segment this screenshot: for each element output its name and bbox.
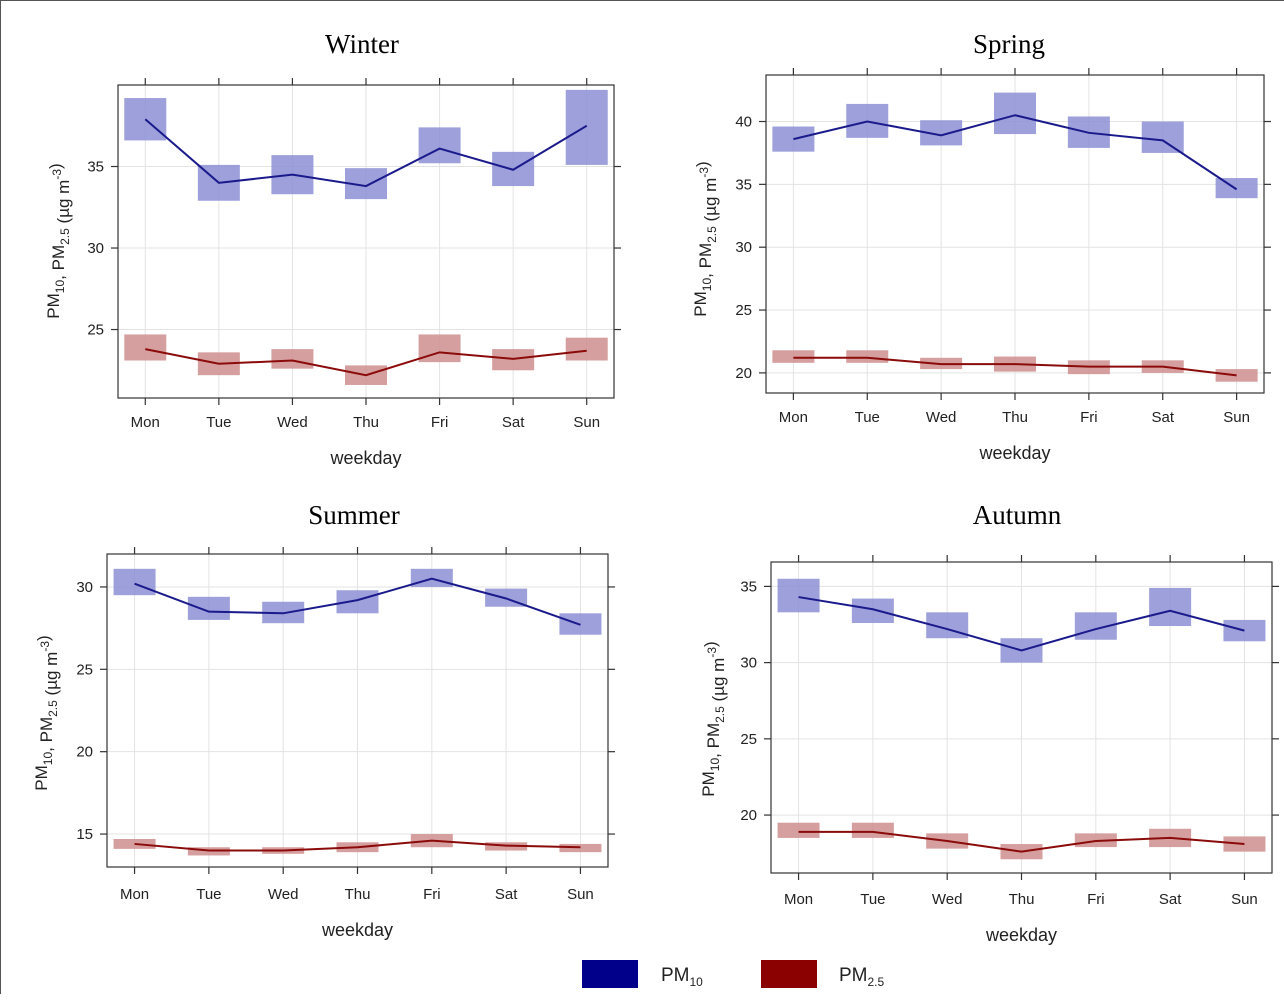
x-tick-label: Sat (495, 886, 518, 903)
y-tick-label: 35 (735, 176, 752, 193)
panel-summer: Mon Tue Wed Thu Fri Sat Sun 15 20 25 30 Summer weekd… (32, 500, 615, 940)
y-tick-label: 30 (76, 579, 93, 596)
pm10-ci-band (1141, 121, 1184, 153)
pm25-ci-band (124, 334, 167, 361)
x-tick-label: Sun (1223, 409, 1250, 426)
x-axis-label: weekday (978, 443, 1050, 463)
legend-swatch-pm25 (761, 960, 817, 988)
x-tick-label: Sun (1231, 891, 1258, 908)
x-tick-label: Sun (567, 886, 594, 903)
pm10-ci-band (994, 92, 1036, 135)
x-tick-label: Fri (423, 886, 441, 903)
pm10-series-line (144, 118, 588, 188)
pm25-ci-band (777, 822, 820, 838)
x-tick-label: Sat (1159, 891, 1182, 908)
legend-label-pm10: PM10 (661, 965, 703, 989)
x-tick-label: Wed (268, 886, 299, 903)
y-tick-label: 30 (87, 240, 104, 257)
panel-winter: Mon Tue Wed Thu Fri Sat Sun 25 30 35 Winter weekday… (44, 29, 621, 468)
y-tick-label: 20 (740, 807, 757, 824)
y-axis-label: PM10, PM2.5 (µg m-3) (44, 163, 73, 318)
y-axis-label: PM10, PM2.5 (µg m-3) (32, 635, 61, 790)
pm10-ci-band (113, 568, 156, 596)
x-tick-label: Mon (784, 891, 813, 908)
y-tick-label: 25 (740, 731, 757, 748)
pm10-ci-band (187, 596, 230, 620)
x-tick-label: Thu (353, 414, 379, 431)
pm10-series-line (798, 596, 1245, 652)
pm10-ci-band (1149, 587, 1192, 627)
x-tick-label: Thu (1009, 891, 1035, 908)
pm10-series-line (793, 114, 1238, 191)
y-tick-label: 25 (87, 322, 104, 339)
pm25-series-line (145, 348, 587, 377)
pm10-ci-band (418, 127, 461, 164)
x-tick-label: Sat (1151, 409, 1174, 426)
pm10-ci-band (336, 590, 379, 614)
x-axis-label: weekday (329, 448, 401, 468)
pm25-ci-band (851, 822, 894, 838)
x-tick-label: Wed (932, 891, 963, 908)
x-tick-label: Mon (120, 886, 149, 903)
x-tick-label: Tue (855, 409, 880, 426)
panel-title: Autumn (973, 500, 1062, 530)
pm10-ci-band (851, 598, 894, 623)
pm25-ci-band (1215, 369, 1258, 382)
y-tick-label: 30 (740, 655, 757, 672)
y-tick-label: 20 (76, 744, 93, 761)
pm25-ci-band (772, 350, 815, 363)
pm10-ci-band (1215, 178, 1258, 199)
x-tick-label: Sat (502, 414, 525, 431)
x-tick-label: Thu (1002, 409, 1028, 426)
x-tick-label: Sun (573, 414, 600, 431)
x-axis-label: weekday (321, 920, 393, 940)
pm25-ci-band (565, 337, 608, 361)
x-tick-label: Wed (277, 414, 308, 431)
panel-spring: Mon Tue Wed Thu Fri Sat Sun 20 25 30 35 40 Spring wee… (691, 29, 1271, 463)
pm10-series-line (134, 577, 581, 626)
x-tick-label: Fri (431, 414, 449, 431)
x-tick-label: Wed (926, 409, 957, 426)
x-tick-label: Tue (206, 414, 231, 431)
y-tick-label: 40 (735, 114, 752, 131)
legend-label-pm25: PM2.5 (839, 965, 885, 989)
pm25-series-line (134, 839, 581, 852)
legend-swatch-pm10 (582, 960, 638, 988)
panel-title: Summer (308, 500, 400, 530)
panel-title: Spring (973, 29, 1045, 59)
x-tick-label: Thu (345, 886, 371, 903)
x-axis-label: weekday (985, 925, 1057, 945)
panel-autumn: Mon Tue Wed Thu Fri Sat Sun 20 25 30 35 Autumn weekd… (699, 500, 1279, 945)
y-tick-label: 20 (735, 365, 752, 382)
y-tick-label: 30 (735, 239, 752, 256)
y-tick-label: 25 (735, 302, 752, 319)
pm25-series-line (793, 356, 1237, 377)
y-axis-label: PM10, PM2.5 (µg m-3) (691, 161, 720, 316)
x-tick-label: Fri (1080, 409, 1098, 426)
pm25-ci-band (846, 350, 889, 363)
x-tick-label: Fri (1087, 891, 1105, 908)
x-tick-label: Mon (779, 409, 808, 426)
pm25-ci-band (418, 334, 461, 363)
legend: PM10 PM2.5 (582, 960, 885, 989)
x-tick-label: Tue (860, 891, 885, 908)
pm25-ci-band (559, 843, 602, 853)
y-tick-label: 25 (76, 661, 93, 678)
y-tick-label: 35 (87, 159, 104, 176)
y-axis-label: PM10, PM2.5 (µg m-3) (699, 641, 728, 796)
pm25-ci-band (271, 349, 314, 369)
pm10-ci-band (565, 89, 608, 165)
panel-title: Winter (325, 29, 399, 59)
y-tick-label: 35 (740, 578, 757, 595)
x-tick-label: Tue (196, 886, 221, 903)
y-tick-label: 15 (76, 826, 93, 843)
pm10-ci-band (777, 578, 820, 613)
pm25-series-line (798, 830, 1245, 853)
x-tick-label: Mon (131, 414, 160, 431)
